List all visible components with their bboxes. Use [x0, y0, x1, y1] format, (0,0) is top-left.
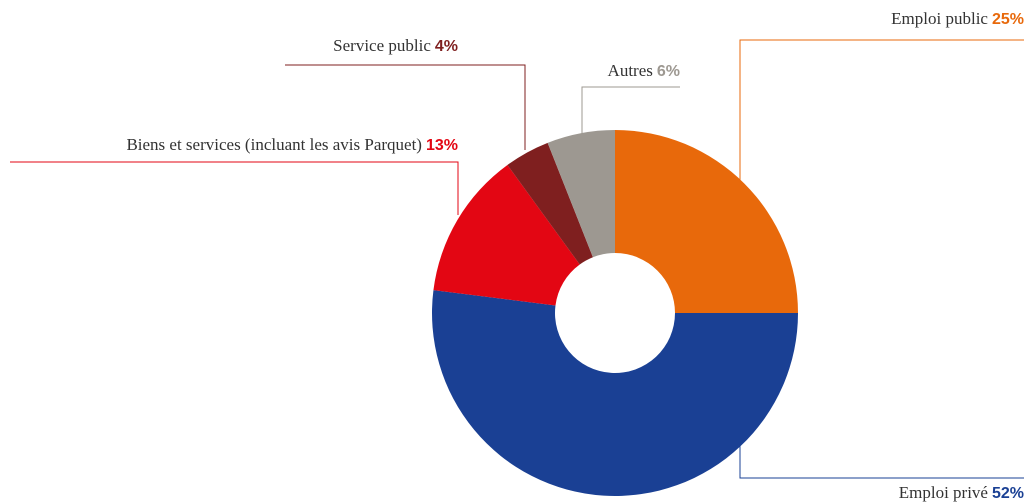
slice	[507, 142, 593, 265]
slice	[547, 130, 615, 258]
slice	[432, 290, 798, 496]
label-value: 25%	[992, 11, 1024, 28]
leader-line	[739, 39, 1024, 200]
label-name: Biens et services (incluant les avis Par…	[126, 135, 422, 154]
slice	[433, 164, 580, 306]
label-name: Emploi public	[891, 9, 988, 28]
label-value: 4%	[435, 38, 458, 55]
leader-line	[739, 440, 1024, 479]
slice	[615, 130, 798, 313]
slice-label: Autres 6%	[608, 61, 680, 80]
leader-line	[10, 161, 459, 215]
label-value: 52%	[992, 485, 1024, 502]
label-value: 13%	[426, 137, 458, 154]
label-name: Service public	[333, 36, 431, 55]
label-name: Emploi privé	[899, 483, 988, 502]
slice-label: Emploi privé 52%	[899, 483, 1024, 502]
slice-label: Emploi public 25%	[891, 9, 1024, 28]
label-name: Autres	[608, 61, 653, 80]
leader-line	[581, 86, 680, 135]
leader-line	[285, 64, 526, 150]
label-value: 6%	[657, 63, 680, 80]
slice-label: Service public 4%	[333, 36, 458, 55]
slice-label: Biens et services (incluant les avis Par…	[126, 135, 458, 154]
